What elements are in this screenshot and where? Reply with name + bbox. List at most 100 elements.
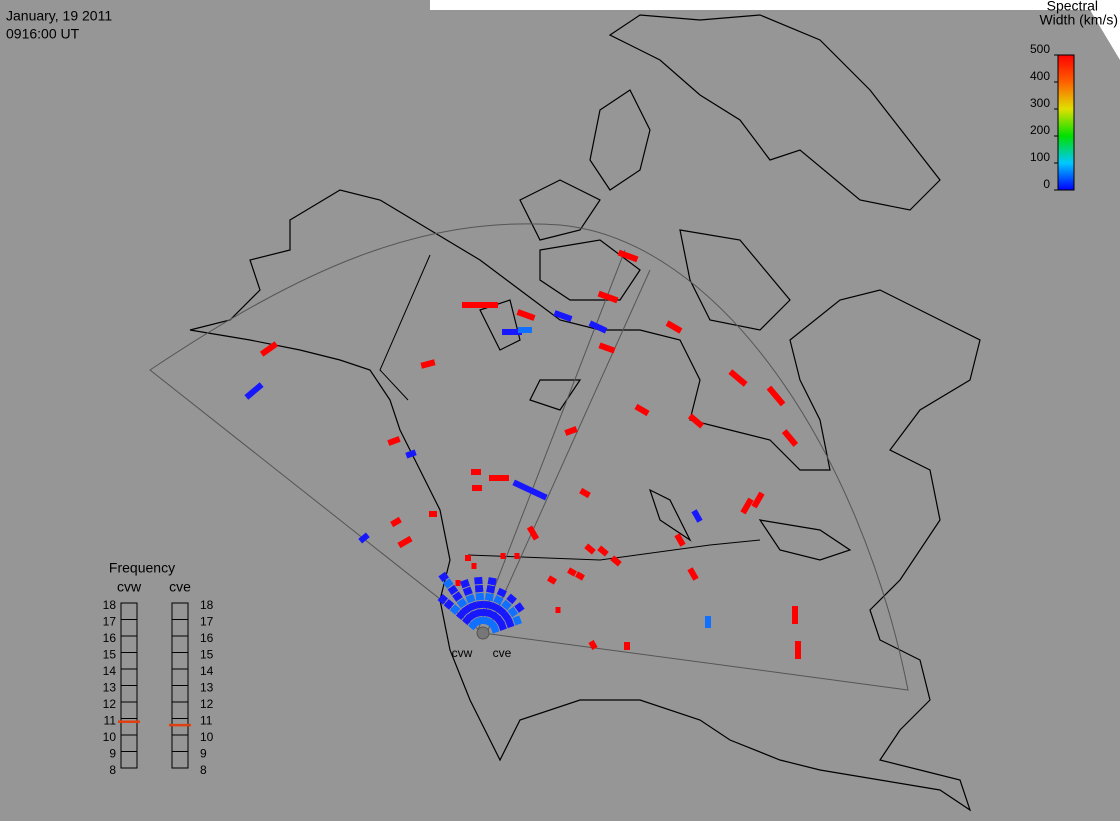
echo-cell — [452, 591, 463, 602]
corner — [430, 0, 1120, 60]
echo-cell — [486, 585, 496, 594]
radar-label: cve — [493, 646, 512, 660]
echo-cell — [460, 579, 470, 589]
echo-cell — [387, 436, 401, 446]
echo-cell — [516, 309, 536, 321]
echo-cell — [390, 516, 402, 528]
echo-cell — [691, 509, 703, 523]
echo-cell — [471, 563, 477, 569]
echo-cell — [405, 449, 417, 459]
echo-cell — [497, 621, 507, 631]
frequency-tick-label: 17 — [200, 615, 214, 629]
echo-cell — [514, 602, 525, 613]
frequency-tick-label: 8 — [200, 763, 207, 777]
echo-cell — [507, 606, 519, 618]
echo-cell — [501, 599, 512, 611]
radar-site — [476, 626, 490, 640]
echo-cell — [465, 555, 471, 561]
radar-name: cve — [169, 579, 191, 595]
colorbar — [1057, 54, 1075, 191]
frequency-tick-label: 11 — [200, 714, 213, 728]
echo-cell — [674, 533, 686, 547]
echo-cell — [553, 310, 573, 322]
frequency-tick-label: 14 — [200, 664, 214, 678]
colorbar-tick-label: 400 — [1030, 69, 1050, 83]
coastlines — [189, 14, 981, 812]
echo-cell — [472, 485, 482, 491]
echo-cell — [512, 479, 548, 501]
echo-cell — [687, 413, 705, 429]
echo-cell — [489, 475, 509, 481]
colorbar-tick-label: 0 — [1043, 177, 1050, 191]
echo-cell — [526, 525, 540, 541]
echo-cell — [468, 601, 479, 611]
echo-cell — [244, 382, 264, 400]
frequency-tick-label: 8 — [109, 763, 116, 777]
time: 0916:00 UT — [6, 26, 80, 42]
echo-cell — [443, 578, 454, 589]
echo-cell — [505, 618, 515, 629]
colorbar-tick-label: 500 — [1030, 42, 1050, 56]
echo-cell — [449, 604, 461, 615]
frequency-tick-label: 18 — [200, 598, 214, 612]
frequency-tick-label: 16 — [103, 631, 117, 645]
echoes — [244, 249, 801, 659]
frequency-tick-label: 10 — [103, 730, 117, 744]
echo-cell — [751, 491, 765, 509]
echo-cell — [471, 469, 481, 475]
echo-cell — [575, 571, 585, 581]
colorbar-ticks: 0 100 200 300 400 500 — [1030, 42, 1058, 191]
frequency-tick-label: 13 — [103, 681, 117, 695]
echo-cell — [598, 342, 616, 354]
echo-cell — [259, 341, 279, 357]
frequency-tick-label: 11 — [104, 714, 117, 728]
radar-label: cvw — [452, 646, 473, 660]
colorbar-tick-label: 200 — [1030, 123, 1050, 137]
echo-cell — [420, 359, 436, 369]
echo-cell — [397, 535, 413, 549]
echo-cell — [588, 320, 608, 334]
frequency-tick-label: 17 — [103, 615, 117, 629]
echo-cell — [514, 553, 520, 559]
echo-cell — [358, 532, 370, 544]
echo-cell — [597, 290, 619, 304]
date: January, 19 2011 — [6, 8, 112, 24]
frequency-tick-label: 9 — [109, 747, 116, 761]
echo-cell — [462, 302, 498, 308]
echo-cell — [792, 606, 798, 624]
echo-cell — [705, 616, 711, 628]
echo-cell — [781, 429, 799, 447]
frequency-tick-label: 15 — [103, 648, 117, 662]
frequency-panel: cvw 8 9 10 11 12 13 14 15 16 17 18 cve 8 9 10 11 12 13 14 15… — [103, 579, 214, 777]
echo-cell — [438, 571, 449, 583]
colorbar-tick-label: 300 — [1030, 96, 1050, 110]
echo-cell — [795, 641, 801, 659]
echo-cell — [475, 592, 485, 601]
echo-cell — [476, 600, 485, 609]
echo-cell — [518, 327, 532, 333]
colorbar-tick-label: 100 — [1030, 150, 1050, 164]
frequency-tick-label: 10 — [200, 730, 214, 744]
colorbar-title: Spectral — [1047, 0, 1098, 14]
echo-cell — [512, 615, 522, 626]
frequency-tick-label: 12 — [103, 697, 117, 711]
echo-cell — [490, 623, 500, 634]
echo-cell — [547, 575, 557, 585]
echo-cell — [634, 403, 650, 417]
echo-cell — [555, 607, 561, 613]
echo-cell — [597, 545, 609, 557]
echo-cell — [766, 385, 786, 407]
borders — [379, 254, 761, 561]
echo-cell — [483, 600, 493, 610]
echo-cell — [462, 586, 473, 596]
echo-cell — [687, 567, 699, 581]
radar-name: cvw — [117, 579, 142, 595]
echo-cell — [474, 576, 483, 585]
field-of-view — [149, 223, 909, 691]
echo-cell — [588, 640, 598, 650]
echo-cell — [567, 567, 577, 577]
echo-cell — [624, 642, 630, 650]
echo-cell — [456, 597, 468, 609]
echo-cell — [500, 553, 506, 559]
